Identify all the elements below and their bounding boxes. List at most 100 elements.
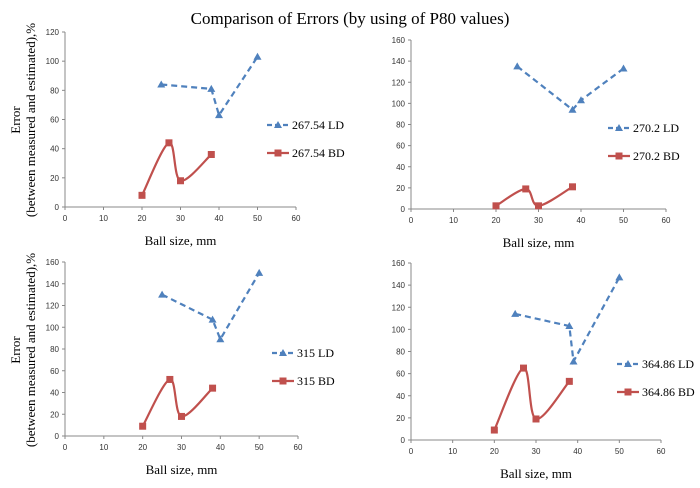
legend-entry: 364.86 LD	[617, 357, 694, 371]
figure-title: Comparison of Errors (by using of P80 va…	[191, 9, 510, 28]
series-line	[493, 366, 571, 431]
x-axis-title: Ball size, mm	[145, 233, 217, 248]
y-tick-label: 60	[50, 367, 59, 376]
y-tick-label: 140	[392, 281, 406, 290]
data-point-square	[207, 151, 215, 158]
y-tick-label: 100	[46, 57, 60, 66]
series-2	[139, 375, 217, 430]
legend-marker	[615, 152, 623, 160]
legend-label: 364.86 LD	[642, 357, 694, 371]
y-tick-label: 40	[396, 392, 405, 401]
y-axis-title: Error(between measured and estimated),%	[8, 253, 38, 447]
legend-label: 267.54 BD	[292, 146, 345, 160]
data-point-square	[165, 139, 173, 147]
y-tick-label: 80	[50, 86, 59, 95]
y-axis-title-line: (between measured and estimated),%	[23, 23, 38, 217]
y-tick-label: 80	[396, 348, 405, 357]
x-axis-title: Ball size, mm	[500, 466, 572, 481]
y-tick-label: 140	[392, 57, 406, 66]
series-line	[495, 185, 574, 207]
data-point-triangle	[619, 64, 628, 72]
series-1	[513, 62, 628, 113]
y-tick-label: 160	[392, 259, 406, 268]
y-tick-label: 60	[396, 370, 405, 379]
x-tick-label: 10	[449, 216, 458, 225]
legend-label: 315 BD	[297, 374, 335, 388]
data-point-square	[139, 422, 147, 430]
y-axis-title: Error(between measured and estimated),%	[8, 23, 38, 217]
series-2	[490, 364, 573, 434]
series-1	[511, 273, 624, 366]
x-tick-label: 0	[63, 443, 68, 452]
data-point-square	[569, 183, 576, 191]
x-tick-label: 50	[619, 216, 628, 225]
legend-marker	[274, 121, 282, 128]
legend-entry: 270.2 BD	[608, 149, 680, 163]
x-tick-label: 40	[573, 447, 582, 456]
data-point-square	[490, 426, 498, 434]
data-point-square	[535, 202, 542, 210]
y-tick-label: 100	[46, 323, 60, 332]
y-tick-label: 40	[50, 389, 59, 398]
data-point-triangle	[208, 315, 217, 323]
series-1	[157, 52, 262, 119]
data-point-square	[520, 364, 527, 372]
legend-marker	[624, 388, 632, 396]
data-point-square	[565, 377, 573, 385]
y-tick-label: 80	[50, 345, 59, 354]
series-2	[138, 139, 215, 199]
data-point-triangle	[158, 290, 167, 298]
x-axis-title: Ball size, mm	[146, 462, 218, 477]
y-tick-label: 40	[50, 145, 59, 154]
legend-entry: 270.2 LD	[608, 121, 679, 135]
legend-label: 315 LD	[297, 346, 334, 360]
chart-4: 0 20 40 60 80 100 120 140 160 0 10 20 30 40 50 60 Ball s…	[392, 259, 695, 481]
y-tick-label: 100	[392, 325, 406, 334]
data-point-triangle	[157, 80, 166, 88]
x-tick-label: 60	[657, 447, 666, 456]
chart-3: 0 20 40 60 80 100 120 140 160 0 10 20 30 40 50 60 Ball s…	[8, 253, 335, 477]
legend-marker	[274, 149, 282, 157]
x-tick-label: 50	[615, 447, 624, 456]
x-tick-label: 30	[176, 214, 185, 223]
x-tick-label: 0	[409, 216, 414, 225]
x-tick-label: 60	[662, 216, 671, 225]
chart-1: 0 20 40 60 80 100 120 0 10 20 30 40 50 60 Ball size, m…	[8, 23, 345, 248]
y-tick-label: 160	[392, 36, 406, 45]
y-tick-label: 0	[55, 203, 60, 212]
series-line	[161, 56, 259, 118]
y-tick-label: 0	[401, 436, 406, 445]
data-point-square	[532, 415, 540, 423]
data-point-square	[138, 191, 146, 199]
legend-marker	[615, 124, 623, 131]
y-tick-label: 120	[392, 78, 406, 87]
legend-label: 270.2 BD	[633, 149, 680, 163]
y-tick-label: 80	[396, 121, 405, 130]
data-point-triangle	[577, 96, 585, 104]
series-2	[492, 183, 576, 210]
series-1	[158, 268, 264, 343]
y-tick-label: 60	[50, 116, 59, 125]
x-tick-label: 20	[138, 443, 147, 452]
x-tick-label: 0	[409, 447, 414, 456]
legend-entry: 364.86 BD	[617, 385, 695, 399]
y-tick-label: 60	[396, 142, 405, 151]
data-point-triangle	[513, 62, 522, 70]
x-tick-label: 30	[534, 216, 543, 225]
y-tick-label: 40	[396, 163, 405, 172]
x-tick-label: 40	[577, 216, 586, 225]
chart-2: 0 20 40 60 80 100 120 140 160 0 10 20 30 40 50 60 Ball s…	[392, 36, 680, 250]
x-tick-label: 10	[448, 447, 457, 456]
data-point-triangle	[207, 84, 216, 92]
x-tick-label: 10	[99, 443, 108, 452]
data-point-triangle	[511, 309, 520, 317]
x-tick-label: 50	[255, 443, 264, 452]
x-tick-label: 60	[294, 443, 303, 452]
x-tick-label: 20	[138, 214, 147, 223]
data-point-triangle	[565, 322, 574, 330]
y-tick-label: 0	[401, 205, 406, 214]
legend-label: 364.86 BD	[642, 385, 695, 399]
y-axis-title-line: Error	[8, 336, 23, 364]
